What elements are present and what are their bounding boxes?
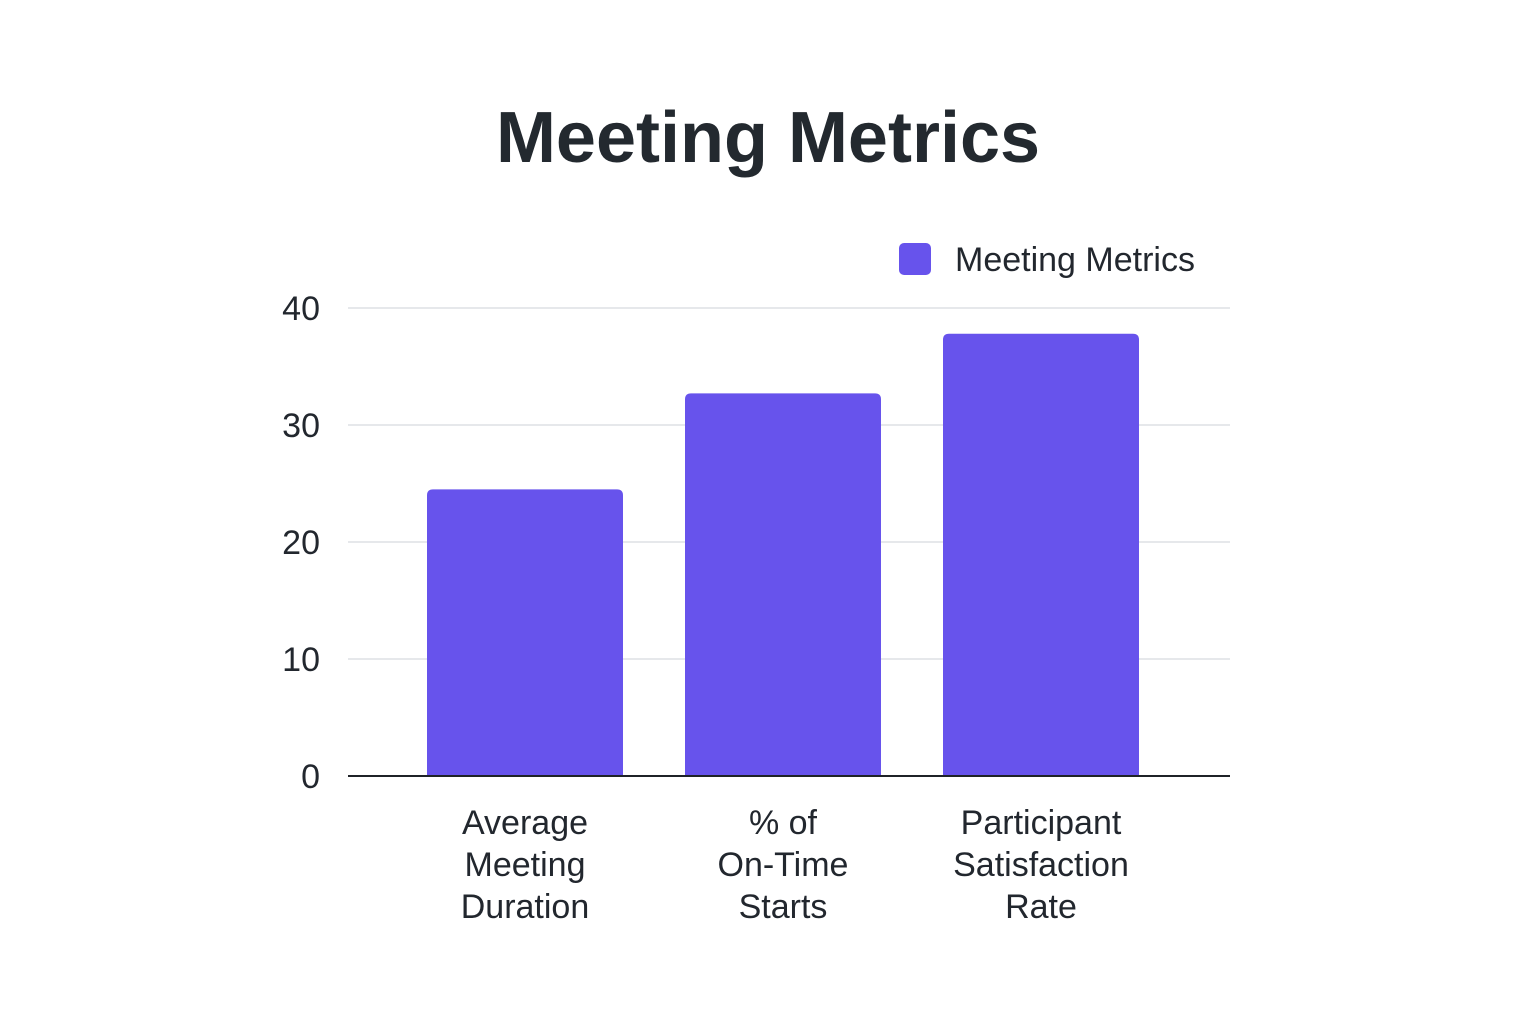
legend: Meeting Metrics — [899, 241, 1195, 279]
bar — [685, 393, 881, 776]
y-tick-label: 20 — [282, 524, 320, 562]
x-category-label: Starts — [739, 888, 828, 926]
x-category-label: Rate — [1005, 888, 1077, 926]
y-tick-label: 0 — [301, 758, 320, 796]
y-tick-label: 10 — [282, 641, 320, 679]
y-axis-ticks: 0 10 20 30 40 — [282, 290, 320, 796]
x-category-label: Meeting — [465, 846, 586, 884]
x-category-label: Participant — [961, 804, 1122, 842]
y-tick-label: 40 — [282, 290, 320, 328]
bars — [427, 333, 1139, 776]
x-axis-categories: Average Meeting Duration % of On-Time Starts P… — [461, 804, 1129, 926]
bar — [943, 333, 1139, 776]
chart-title: Meeting Metrics — [495, 98, 1041, 178]
legend-swatch — [899, 243, 931, 275]
x-category-label: On-Time — [718, 846, 849, 884]
y-tick-label: 30 — [282, 407, 320, 445]
bar — [427, 489, 623, 776]
legend-label: Meeting Metrics — [955, 241, 1195, 279]
x-category-label: % of — [749, 804, 818, 842]
x-category-label: Satisfaction — [953, 846, 1129, 884]
x-category-label: Duration — [461, 888, 590, 926]
x-category-label: Average — [462, 804, 588, 842]
